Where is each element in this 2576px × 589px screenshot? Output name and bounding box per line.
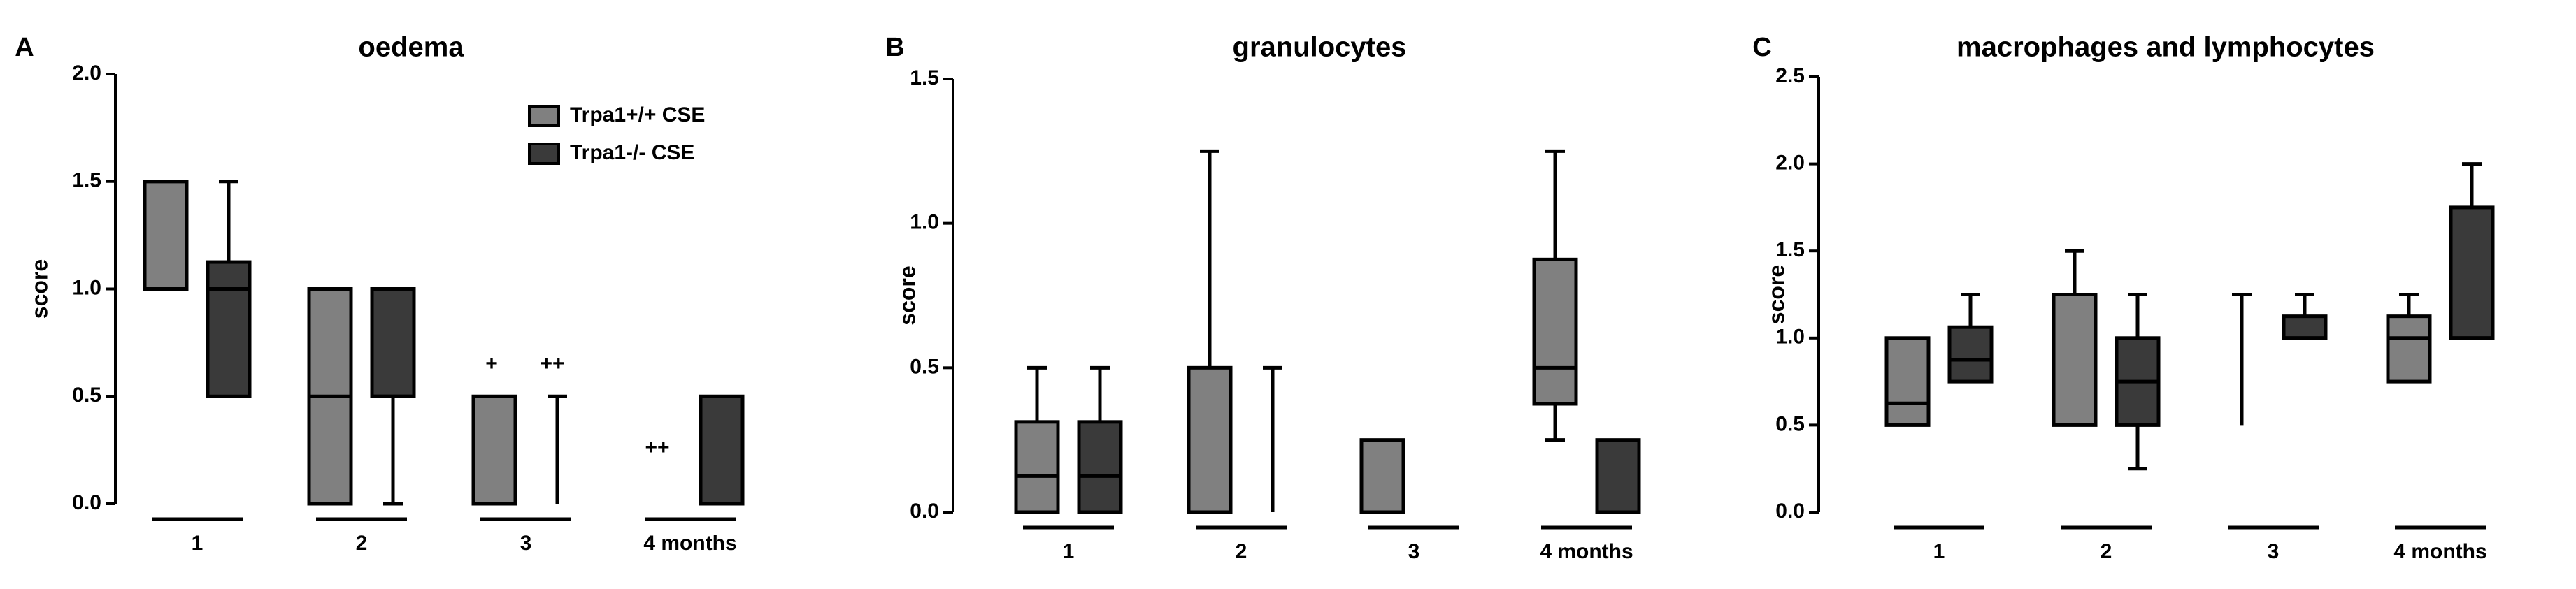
x-tick-label: 2 [2101, 540, 2112, 563]
x-tick-label: 2 [356, 532, 368, 555]
whisker-upper [2128, 293, 2147, 338]
x-tick-label: 3 [520, 532, 532, 555]
box [1077, 420, 1123, 514]
y-tick-label: 0.0 [1775, 500, 1805, 523]
legend-label: Trpa1+/+ CSE [570, 103, 705, 126]
y-tick-label: 2.0 [72, 61, 101, 85]
y-tick-label: 1.5 [72, 169, 101, 192]
whisker-upper [548, 394, 567, 504]
box [370, 287, 416, 398]
y-tick-label: 1.5 [910, 66, 939, 89]
box [1532, 257, 1578, 406]
x-tick-label: 4 months [643, 532, 736, 555]
box [471, 394, 517, 506]
whisker-upper [1545, 149, 1565, 260]
box [1947, 325, 1994, 384]
box [1014, 420, 1060, 514]
legend-swatch [528, 143, 560, 165]
annotation: ++ [540, 352, 564, 375]
whisker-upper [1263, 365, 1282, 512]
box [143, 180, 189, 291]
y-tick-label: 2.0 [1775, 152, 1805, 175]
y-tick-label: 0.5 [72, 384, 101, 407]
panel-label: C [1752, 33, 1771, 62]
x-tick-label: 4 months [2393, 540, 2486, 563]
box [2386, 314, 2432, 384]
whisker-upper [1961, 293, 1980, 328]
box [1359, 438, 1405, 514]
whisker-upper [1027, 365, 1047, 422]
legend-swatch [528, 105, 560, 127]
x-tick-label: 3 [1408, 540, 1420, 563]
box [2052, 293, 2098, 427]
y-tick-label: 0.5 [910, 355, 939, 378]
whisker-lower [383, 396, 403, 506]
box [699, 394, 745, 506]
whisker-lower [2128, 425, 2147, 471]
y-tick-label: 1.0 [1775, 326, 1805, 349]
whisker-upper [2462, 162, 2482, 208]
whisker-upper [2065, 249, 2084, 295]
x-tick-label: 1 [192, 532, 203, 555]
x-tick-label: 2 [1236, 540, 1247, 563]
y-tick-label: 2.5 [1775, 64, 1805, 87]
y-tick-label: 1.0 [910, 211, 939, 234]
y-axis-label: score [894, 266, 920, 325]
y-tick-label: 1.5 [1775, 238, 1805, 261]
panel-label: B [885, 33, 904, 62]
legend-label: Trpa1-/- CSE [570, 141, 694, 164]
whisker-upper [2232, 293, 2252, 426]
whisker-upper [219, 180, 238, 263]
box [2449, 205, 2495, 340]
annotation: ++ [645, 436, 669, 459]
box [1595, 438, 1641, 514]
y-tick-label: 0.0 [910, 500, 939, 523]
whisker-upper [2295, 293, 2314, 317]
y-tick-label: 1.0 [72, 276, 101, 299]
whisker-upper [1090, 365, 1110, 422]
y-axis-label: score [1763, 265, 1789, 324]
box [1187, 365, 1233, 514]
chart-title: macrophages and lymphocytes [1956, 32, 2375, 63]
whisker-upper [2399, 293, 2419, 317]
box [1884, 336, 1931, 427]
chart-title: oedema [358, 32, 464, 63]
annotation: + [485, 352, 498, 375]
x-tick-label: 4 months [1540, 540, 1633, 563]
x-tick-label: 3 [2268, 540, 2280, 563]
whisker-lower [1545, 404, 1565, 442]
panel-label: A [15, 33, 34, 62]
y-tick-label: 0.0 [72, 491, 101, 514]
y-axis-label: score [27, 259, 52, 319]
x-tick-label: 1 [1063, 540, 1075, 563]
box [206, 260, 252, 398]
x-tick-label: 1 [1933, 540, 1945, 563]
y-tick-label: 0.5 [1775, 412, 1805, 435]
chart-title: granulocytes [1233, 32, 1407, 63]
box [2282, 314, 2328, 340]
whisker-upper [1200, 149, 1219, 368]
